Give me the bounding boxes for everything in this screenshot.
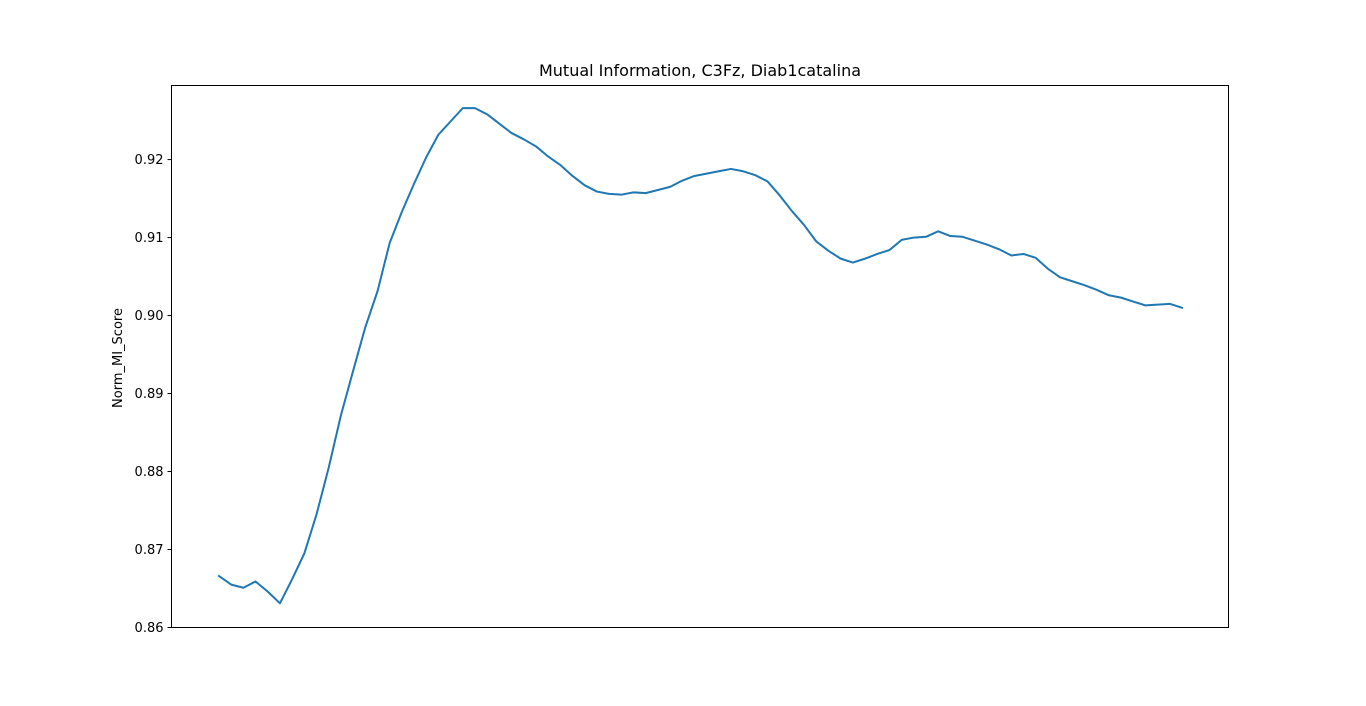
y-tick-label: 0.86: [135, 621, 164, 636]
y-axis-ticks: 0.86 0.87 0.88 0.89 0.90 0.91 0.92: [135, 153, 172, 636]
y-tick-label: 0.90: [135, 309, 164, 324]
y-tick-label: 0.87: [135, 543, 164, 558]
y-tick-label: 0.89: [135, 387, 164, 402]
series-layer: [217, 107, 1184, 605]
y-tick-label: 0.88: [135, 465, 164, 480]
series-line: [217, 107, 1184, 605]
chart-title: Mutual Information, C3Fz, Diab1catalina: [539, 61, 861, 80]
y-tick-label: 0.92: [135, 153, 164, 168]
y-axis-label: Norm_MI_Score: [111, 308, 126, 408]
y-tick-label: 0.91: [135, 231, 164, 246]
plot-area-frame: [171, 85, 1229, 628]
